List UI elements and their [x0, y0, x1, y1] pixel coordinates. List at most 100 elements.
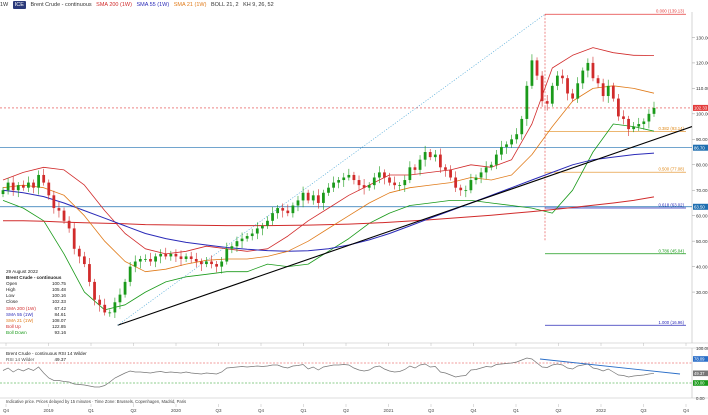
candle-body [32, 182, 35, 188]
candle-body [52, 195, 56, 209]
candle-body [149, 258, 152, 262]
candle-body [174, 253, 178, 257]
info-row-value: 93.16 [54, 329, 67, 335]
candle-body [98, 299, 102, 305]
candle-body [510, 139, 513, 145]
candle-body [250, 233, 254, 237]
price-tick-label: 100.00 [696, 112, 708, 117]
candle-body [520, 118, 524, 135]
candle-body [581, 70, 585, 84]
time-axis: Q4 2019 Q1 Q2 2020 Q3 Q4 Q1 Q2 2021 Q3 Q4 Q1 Q2 2022 Q3… [3, 343, 689, 413]
indicator-sma55[interactable]: SMA 55 (1W) [136, 2, 170, 8]
candle-body [123, 281, 127, 295]
time-tick-label: 2021 [383, 408, 394, 413]
price-tick-label: 50.00 [696, 239, 708, 244]
candle-body [606, 85, 610, 97]
rsi-value: 49.37 [54, 357, 67, 362]
horizontal-levels: 102.33 86.70 63.50 [0, 104, 708, 210]
price-tick-label: 40.00 [696, 264, 708, 269]
time-tick-label: Q2 [555, 408, 562, 413]
sma200-line [3, 196, 655, 227]
indicator-boll[interactable]: BOLL 21, 2 [210, 2, 239, 8]
candle-body [500, 146, 503, 155]
fib-level-label: 0.000 (139.13) [656, 9, 685, 14]
price-tick-label: 120.00 [696, 61, 708, 66]
candlesticks [1, 54, 656, 319]
candle-body [240, 238, 244, 242]
info-title: Brent Crude - continuous [6, 275, 62, 281]
info-row-value: 100.75 [51, 281, 66, 287]
candle-body [113, 302, 117, 313]
info-row: Boll Down 93.16 [6, 330, 66, 336]
candle-body [459, 187, 463, 191]
candle-body [154, 256, 157, 262]
candle-body [245, 236, 249, 239]
grid-lines [0, 12, 708, 344]
price-tick-label: 70.00 [696, 188, 708, 193]
timeframe-label[interactable]: 1W [0, 2, 9, 8]
candle-body [306, 192, 310, 201]
time-tick-label: Q1 [513, 408, 520, 413]
candle-body [637, 124, 641, 127]
indicator-kh[interactable]: KH 9, 26, 52 [243, 2, 274, 8]
indicator-lines [2, 13, 693, 326]
time-tick-label: Q2 [343, 408, 350, 413]
candle-body [652, 107, 656, 114]
candle-body [444, 167, 447, 170]
price-axis: 30.00 40.00 50.00 60.00 70.00 80.00 90.00 100.0… [692, 35, 708, 295]
time-tick-label: Q1 [300, 408, 307, 413]
candle-body [88, 264, 91, 282]
candle-body [601, 83, 605, 97]
candle-body [199, 261, 203, 265]
candle-body [535, 60, 539, 76]
price-tick-label: 80.00 [696, 163, 708, 168]
fib-level-label: 0.618 (63.02) [658, 203, 684, 208]
candle-body [21, 185, 25, 188]
bollinger-lower-line [2, 123, 655, 311]
candle-body [525, 85, 529, 119]
candle-body [566, 78, 569, 94]
candle-body [357, 180, 361, 186]
price-tick-label: 130.00 [696, 35, 708, 40]
candle-body [235, 241, 239, 247]
rsi-tick-label: 0.00 [696, 396, 705, 401]
info-row-label: High [6, 287, 16, 293]
info-row: Boll Up 122.85 [6, 324, 66, 330]
time-tick-label: Q1 [88, 408, 95, 413]
rsi-value-tag [693, 370, 708, 377]
candle-body [545, 101, 549, 104]
fib-level-label: 1.000 (16.96) [658, 320, 684, 325]
candle-body [47, 182, 51, 196]
info-row: SMA 55 (1W) 84.61 [6, 312, 66, 318]
candle-body [372, 177, 376, 186]
candle-body [215, 264, 218, 267]
candle-body [77, 248, 81, 257]
candle-body [403, 180, 407, 186]
info-row-value: 108.07 [51, 317, 66, 323]
candle-body [144, 258, 147, 260]
candle-body [108, 312, 112, 314]
indicator-sma200[interactable]: SMA 200 (1W) [96, 2, 132, 8]
candle-body [332, 182, 335, 188]
candle-body [225, 248, 229, 262]
candle-body [276, 208, 280, 214]
sma21-line [2, 85, 655, 273]
candle-body [42, 174, 46, 183]
candle-body [347, 174, 351, 178]
info-date: 29 August 2022 [6, 269, 38, 274]
candle-body [505, 144, 508, 147]
symbol-name[interactable]: Brent Crude - continuous [30, 2, 92, 8]
candle-body [408, 167, 412, 181]
candle-body [296, 200, 300, 206]
candle-body [266, 220, 269, 226]
rsi-label: RSI 14 Wilder [6, 357, 35, 362]
level-price-label: 63.50 [694, 204, 705, 209]
candle-body [413, 167, 417, 170]
level-price-tag [693, 203, 708, 210]
level-price-tag [693, 144, 708, 151]
candle-body [281, 208, 285, 211]
price-tick-label: 60.00 [696, 213, 708, 218]
rsi-value-tag [693, 380, 708, 386]
indicator-sma21[interactable]: SMA 21 (1W) [173, 2, 207, 8]
candle-body [622, 116, 625, 119]
